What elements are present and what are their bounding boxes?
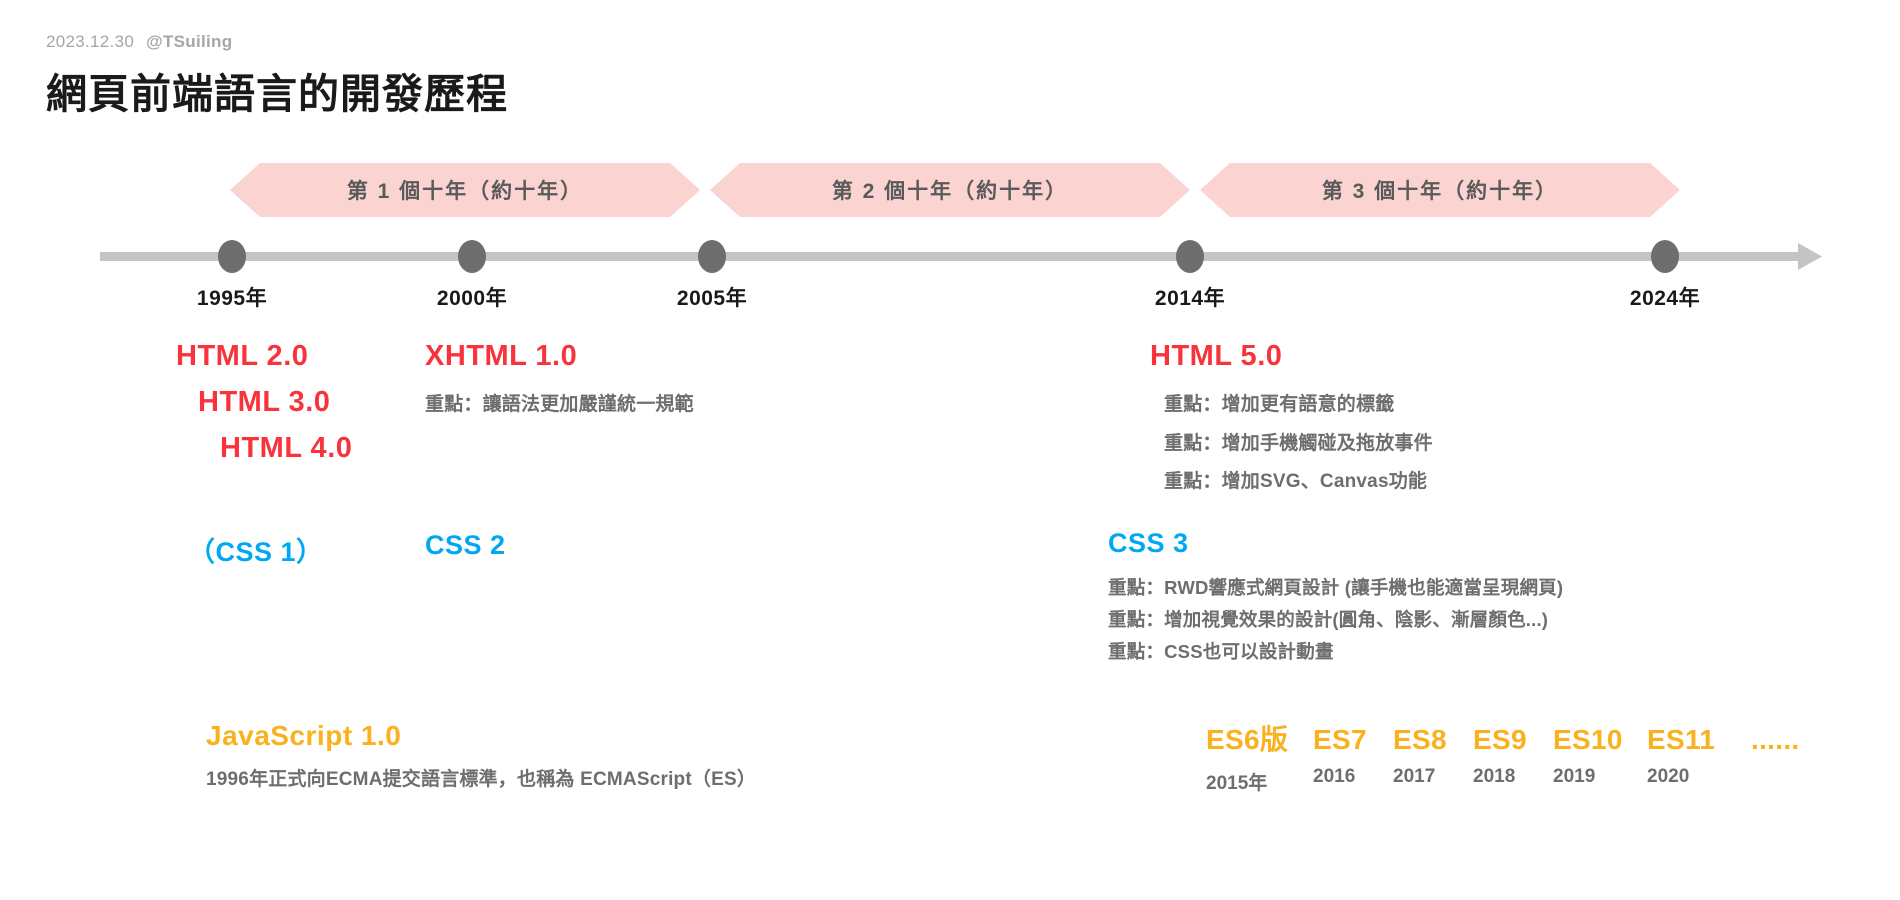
es-year: 2016 bbox=[1313, 766, 1356, 787]
es-item: ...... bbox=[1751, 724, 1841, 766]
timeline-dot-1995 bbox=[218, 240, 246, 273]
arrow-head-right-icon bbox=[1160, 163, 1190, 217]
decade-arrow-3: 第 3 個十年（約十年） bbox=[1200, 163, 1680, 217]
timeline-dot-2005 bbox=[698, 240, 726, 273]
arrow-head-left-icon bbox=[710, 163, 740, 217]
page-title: 網頁前端語言的開發歷程 bbox=[46, 71, 508, 117]
html5-note-3: 重點：增加SVG、Canvas功能 bbox=[1164, 471, 1428, 493]
es-item: ES7 2016 bbox=[1313, 724, 1393, 788]
css-block-2014: CSS 3 重點：RWD響應式網頁設計 (讓手機也能適當呈現網頁) 重點：增加視… bbox=[1108, 528, 1563, 667]
header-meta: 2023.12.30 @TSuiling bbox=[46, 32, 508, 52]
header-date: 2023.12.30 bbox=[46, 32, 135, 51]
css3-title: CSS 3 bbox=[1108, 528, 1189, 558]
html-block-2000: XHTML 1.0 重點：讓語法更加嚴謹統一規範 bbox=[425, 340, 694, 422]
css2-title: CSS 2 bbox=[425, 530, 506, 560]
javascript-note-1: 1996年正式向ECMA提交語言標準，也稱為 ECMAScript（ES） bbox=[206, 769, 757, 790]
es-item: ES6版 2015年 bbox=[1206, 718, 1313, 795]
html-version-4: HTML 4.0 bbox=[220, 432, 353, 464]
es-name: ES11 bbox=[1647, 724, 1716, 755]
decade-label-3: 第 3 個十年（約十年） bbox=[1321, 180, 1559, 203]
es-name: ES9 bbox=[1473, 724, 1527, 755]
es-year: 2018 bbox=[1473, 766, 1516, 787]
es-name: ES8 bbox=[1393, 724, 1447, 755]
arrow-head-left-icon bbox=[1200, 163, 1230, 217]
html5-title: HTML 5.0 bbox=[1150, 340, 1283, 372]
arrow-head-left-icon bbox=[230, 163, 260, 217]
timeline-year-2000: 2000年 bbox=[436, 287, 508, 310]
html-block-1995: HTML 2.0 HTML 3.0 HTML 4.0 bbox=[176, 340, 352, 465]
xhtml-title: XHTML 1.0 bbox=[425, 340, 578, 372]
page-header: 2023.12.30 @TSuiling 網頁前端語言的開發歷程 bbox=[46, 32, 508, 120]
arrow-head-right-icon bbox=[670, 163, 700, 217]
js-block-2014: ES6版 2015年 ES7 2016 ES8 2017 ES9 2018 ES… bbox=[1206, 718, 1841, 795]
es-version-row: ES6版 2015年 ES7 2016 ES8 2017 ES9 2018 ES… bbox=[1206, 718, 1841, 795]
es-name: ES7 bbox=[1313, 724, 1367, 755]
decade-label-1: 第 1 個十年（約十年） bbox=[346, 180, 584, 203]
es-year: 2017 bbox=[1393, 766, 1436, 787]
css1-title: （CSS 1） bbox=[188, 537, 324, 567]
timeline-year-2024: 2024年 bbox=[1629, 287, 1701, 310]
es-item: ES9 2018 bbox=[1473, 724, 1553, 788]
html5-note-1: 重點：增加更有語意的標籤 bbox=[1164, 394, 1395, 415]
decade-label-2: 第 2 個十年（約十年） bbox=[831, 180, 1069, 203]
arrow-head-right-icon bbox=[1650, 163, 1680, 217]
axis-line bbox=[100, 252, 1800, 261]
es-item: ES10 2019 bbox=[1553, 724, 1647, 788]
timeline-dot-2014 bbox=[1176, 240, 1204, 273]
javascript-title: JavaScript 1.0 bbox=[206, 720, 402, 751]
timeline-dot-2024 bbox=[1651, 240, 1679, 273]
html5-note-2: 重點：增加手機觸碰及拖放事件 bbox=[1164, 432, 1433, 454]
es-name: ES10 bbox=[1553, 724, 1623, 755]
es-year: 2020 bbox=[1647, 766, 1690, 787]
timeline-year-2014: 2014年 bbox=[1154, 287, 1226, 310]
css3-note-2: 重點：增加視覺效果的設計(圓角、陰影、漸層顏色...) bbox=[1108, 608, 1549, 630]
css3-note-1: 重點：RWD響應式網頁設計 (讓手機也能適當呈現網頁) bbox=[1108, 577, 1564, 598]
css-block-2000: CSS 2 bbox=[425, 530, 506, 561]
es-year: 2015年 bbox=[1206, 773, 1268, 794]
decade-arrow-2: 第 2 個十年（約十年） bbox=[710, 163, 1190, 217]
timeline-year-1995: 1995年 bbox=[196, 287, 268, 310]
decade-arrows: 第 1 個十年（約十年） 第 2 個十年（約十年） 第 3 個十年（約十年） bbox=[0, 163, 1900, 217]
html-version-3: HTML 3.0 bbox=[198, 386, 331, 418]
js-block-2000: JavaScript 1.0 1996年正式向ECMA提交語言標準，也稱為 EC… bbox=[206, 720, 756, 797]
es-name-ellipsis: ...... bbox=[1751, 724, 1800, 755]
es-item: ES8 2017 bbox=[1393, 724, 1473, 788]
xhtml-note-1: 重點：讓語法更加嚴謹統一規範 bbox=[425, 394, 694, 415]
css3-note-3: 重點：CSS也可以設計動畫 bbox=[1108, 640, 1334, 662]
timeline-dot-2000 bbox=[458, 240, 486, 273]
es-year: 2019 bbox=[1553, 766, 1596, 787]
html-version-2: HTML 2.0 bbox=[176, 340, 309, 372]
es-item: ES11 2020 bbox=[1647, 724, 1751, 788]
timeline-year-2005: 2005年 bbox=[676, 287, 748, 310]
header-handle: @TSuiling bbox=[146, 32, 233, 51]
html-block-2014: HTML 5.0 重點：增加更有語意的標籤 重點：增加手機觸碰及拖放事件 重點：… bbox=[1150, 340, 1433, 499]
decade-arrow-1: 第 1 個十年（約十年） bbox=[230, 163, 700, 217]
axis-arrow-icon bbox=[1798, 243, 1822, 270]
es-name: ES6版 bbox=[1206, 724, 1289, 755]
css-block-1995: （CSS 1） bbox=[188, 530, 324, 569]
